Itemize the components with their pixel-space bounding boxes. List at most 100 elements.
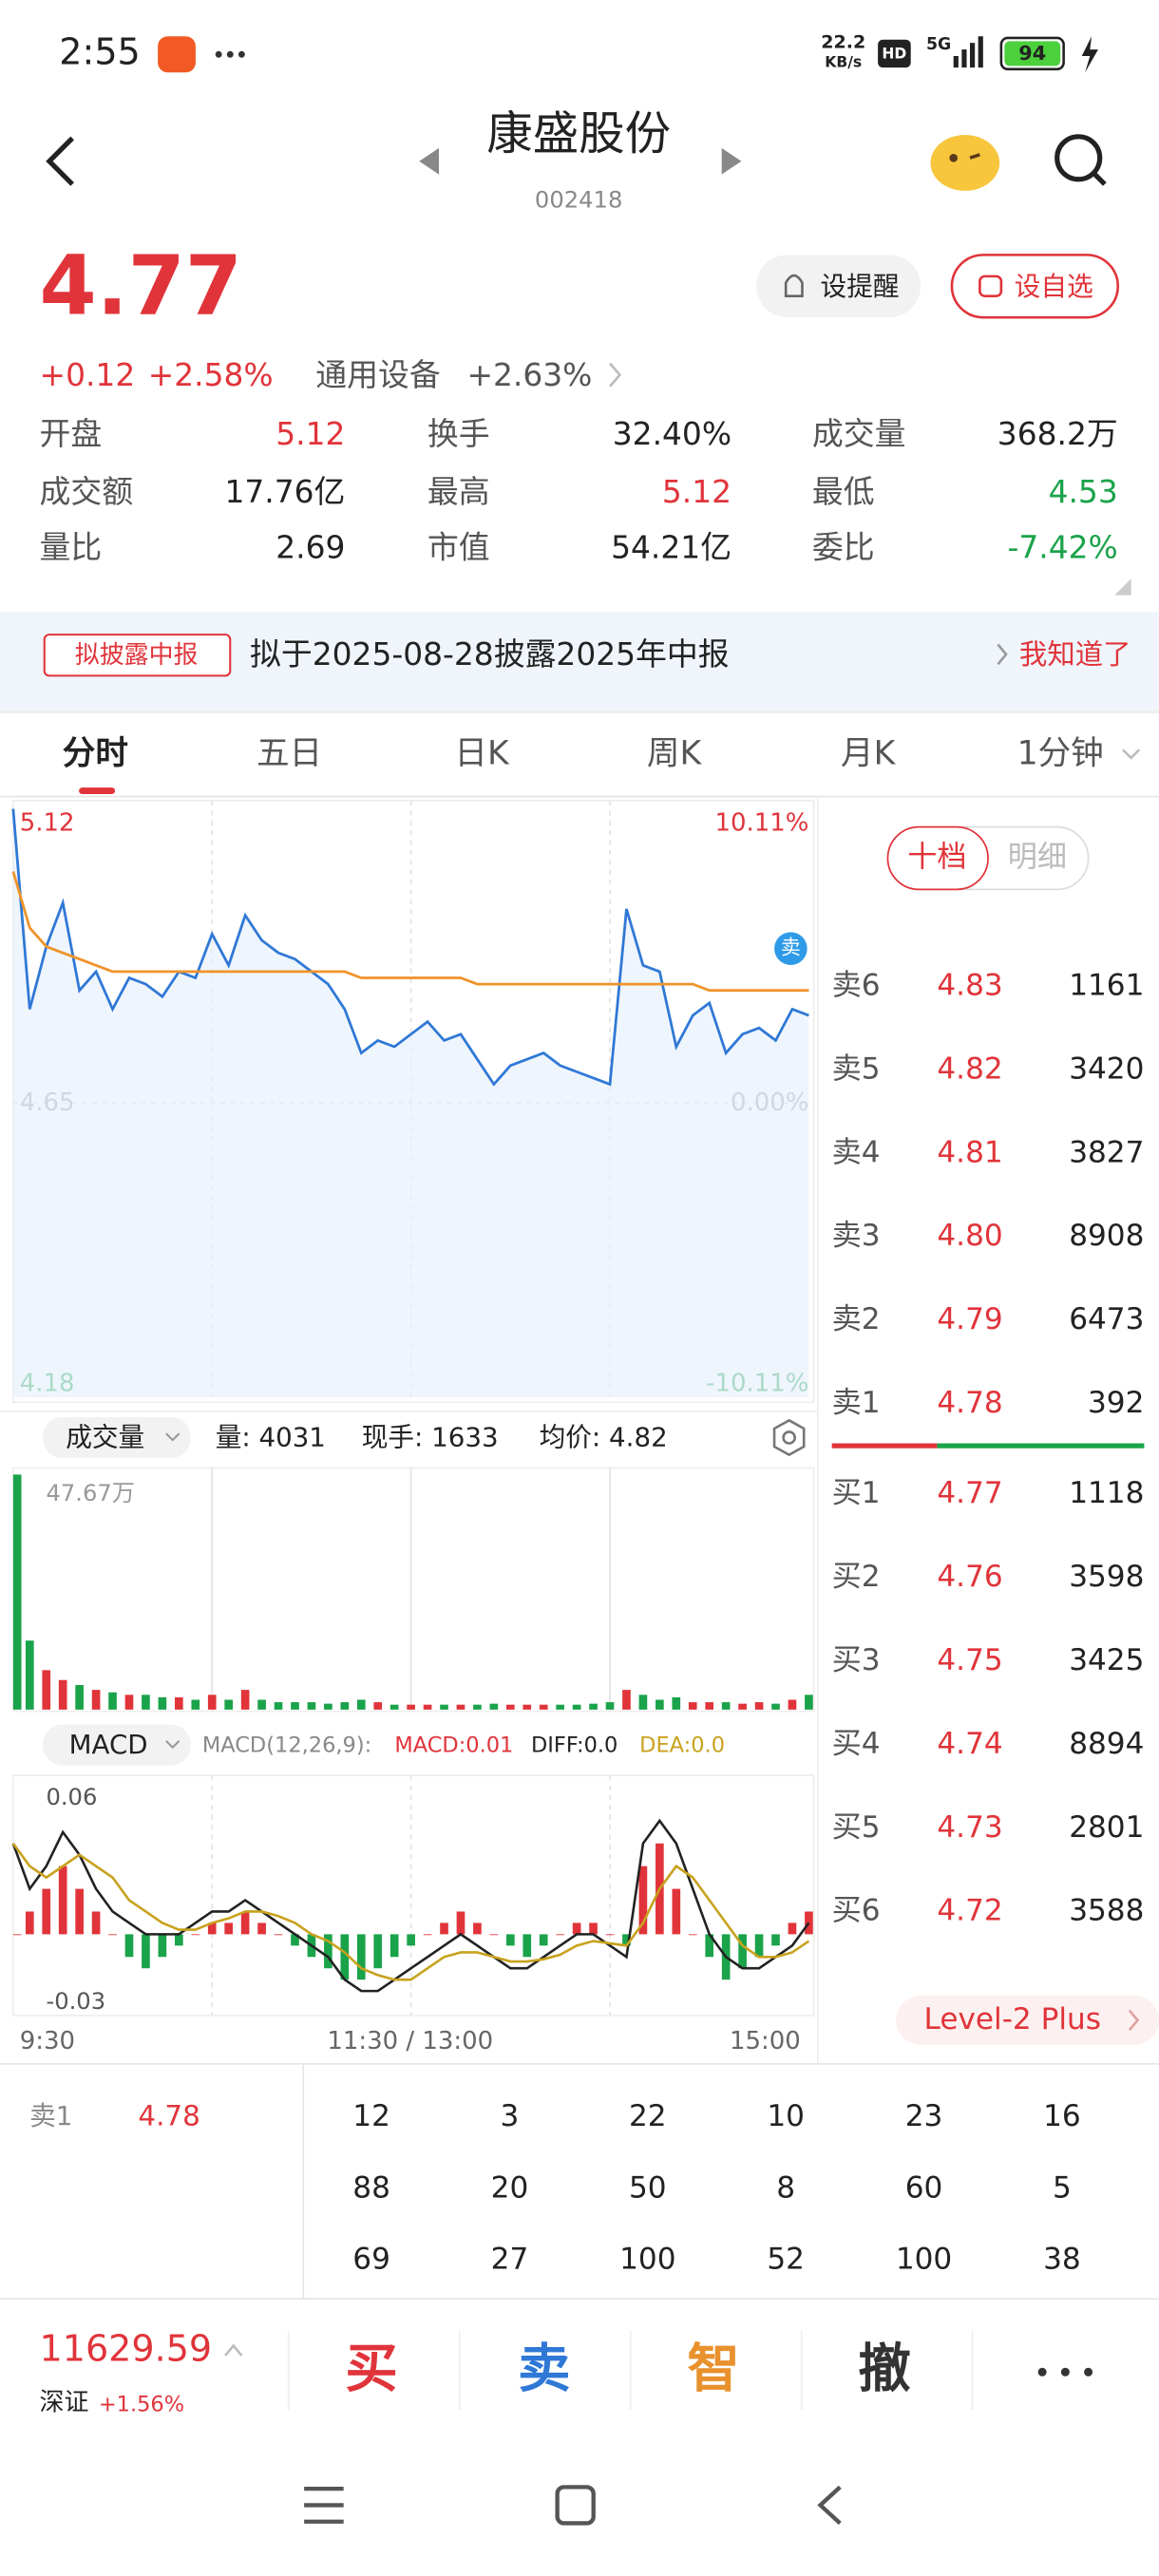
volume-bar — [291, 1702, 299, 1710]
volume-bar — [805, 1695, 813, 1710]
y-tick-label: 0.06 — [46, 1784, 97, 1810]
period-tab[interactable]: 周K — [647, 734, 703, 772]
stat-value: 32.40% — [613, 415, 732, 452]
period-tab[interactable]: 月K — [841, 734, 897, 772]
period-tab[interactable]: 分时 — [63, 734, 128, 772]
dea-line — [11, 1843, 810, 1981]
macd-bar — [142, 1934, 150, 1969]
book-price: 4.77 — [937, 1476, 1002, 1510]
volume-bar — [656, 1699, 664, 1710]
level2-label: Level-2 Plus — [924, 2002, 1101, 2036]
macd-bar — [240, 1911, 250, 1935]
ticker-cell: 52 — [767, 2243, 805, 2277]
nav-menu[interactable] — [304, 2486, 344, 2524]
action-button[interactable]: 卖 — [518, 2339, 570, 2399]
book-volume: 1118 — [1069, 1476, 1144, 1510]
nav-home[interactable] — [555, 2485, 596, 2526]
book-price: 4.73 — [937, 1810, 1002, 1845]
macd-bar — [522, 1934, 532, 1958]
macd-bar — [373, 1934, 383, 1969]
stat-label: 最低 — [812, 473, 875, 510]
indicator-selector[interactable] — [42, 1724, 191, 1766]
indicator-selector-label: MACD — [69, 1729, 148, 1760]
book-label: 买2 — [832, 1560, 881, 1594]
stock-code: 002418 — [535, 186, 622, 213]
level2-button[interactable] — [896, 1995, 1159, 2045]
book-label: 卖6 — [832, 968, 881, 1002]
notice-action[interactable]: 我知道了 — [1019, 638, 1131, 671]
book-label: 买1 — [832, 1476, 881, 1510]
x-tick-label: 9:30 — [20, 2027, 75, 2055]
volume-bar — [688, 1702, 697, 1710]
notice-text: 拟于2025-08-28披露2025年中报 — [250, 635, 730, 672]
y-tick-label: -0.03 — [46, 1988, 105, 2015]
sell-badge[interactable] — [774, 932, 808, 965]
action-button[interactable]: 买 — [345, 2339, 397, 2399]
tab-chevron — [1122, 748, 1141, 760]
stat-label: 委比 — [812, 529, 875, 566]
volume-bar — [274, 1702, 283, 1710]
volume-bar — [771, 1703, 780, 1710]
period-tab[interactable]: 五日 — [256, 734, 322, 772]
volume-bar — [124, 1695, 134, 1710]
volume-bar — [175, 1696, 183, 1710]
notice-tag: 拟披露中报 — [75, 641, 199, 670]
volume-bar — [672, 1696, 681, 1710]
macd-bar — [473, 1923, 482, 1935]
alert-button[interactable] — [756, 255, 922, 318]
net-unit: KB/s — [825, 53, 862, 70]
diff-value: DIFF:0.0 — [531, 1733, 618, 1757]
volume-bar — [589, 1703, 598, 1710]
action-button[interactable]: 智 — [687, 2339, 739, 2399]
search-button[interactable] — [1054, 134, 1103, 182]
nav-back[interactable] — [817, 2485, 842, 2526]
ticker-cell: 12 — [352, 2099, 390, 2133]
volume-bar — [754, 1702, 764, 1710]
book-label: 买3 — [832, 1643, 881, 1677]
macd-bar — [456, 1911, 466, 1935]
macd-bar — [489, 1934, 499, 1936]
y2-tick-label: 10.11% — [714, 809, 808, 838]
volume-bar — [473, 1704, 482, 1710]
macd-bar — [440, 1923, 448, 1935]
book-price: 4.81 — [937, 1135, 1002, 1169]
macd-bar — [25, 1911, 34, 1935]
back-button[interactable] — [46, 136, 74, 186]
period-tab[interactable]: 日K — [454, 734, 510, 772]
sector[interactable]: 通用设备 — [315, 356, 440, 393]
volume-bar — [738, 1703, 747, 1710]
stat-label: 开盘 — [40, 415, 103, 452]
book-tab[interactable]: 十档 — [907, 840, 966, 874]
index-name: 深证 — [40, 2389, 89, 2417]
period-tab[interactable]: 1分钟 — [1017, 734, 1104, 772]
macd-bar — [589, 1923, 598, 1935]
action-button[interactable]: 撤 — [858, 2339, 910, 2399]
volume-bar — [423, 1704, 432, 1710]
ticker-cell: 60 — [905, 2170, 943, 2205]
hand-info: 现手: 1633 — [362, 1421, 499, 1452]
ticker-cell: 27 — [491, 2243, 529, 2277]
mascot[interactable] — [930, 135, 1000, 191]
watch-button[interactable] — [950, 254, 1120, 319]
macd-bar — [407, 1934, 415, 1946]
settings-button[interactable] — [772, 1418, 806, 1457]
stat-value: -7.42% — [1007, 529, 1117, 566]
volume-bar — [572, 1704, 581, 1710]
volume-bar — [373, 1702, 383, 1710]
volume-selector[interactable] — [42, 1416, 191, 1459]
stat-value: 2.69 — [276, 529, 345, 566]
macd-bar — [191, 1934, 200, 1936]
volume-bar — [12, 1474, 22, 1710]
book-label: 买6 — [832, 1894, 881, 1928]
volume-bar — [42, 1670, 51, 1710]
volume-bar — [356, 1699, 366, 1710]
volume-bar — [108, 1692, 117, 1710]
book-price: 4.74 — [937, 1727, 1002, 1761]
macd-bar — [291, 1934, 299, 1946]
volume-bar — [788, 1699, 797, 1710]
macd-bar — [224, 1923, 234, 1935]
volume-bar — [622, 1690, 631, 1710]
book-tab[interactable]: 明细 — [1008, 840, 1067, 874]
more-button[interactable] — [1037, 2367, 1093, 2377]
book-volume: 6473 — [1069, 1302, 1144, 1336]
